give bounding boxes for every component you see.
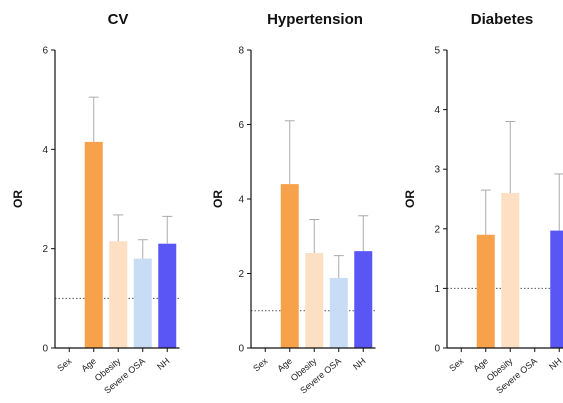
y-tick-label: 3 — [434, 165, 440, 176]
x-tick-label: Age — [471, 356, 490, 374]
y-tick-label: 0 — [42, 344, 48, 355]
bar-obesity — [501, 193, 520, 348]
bar-age — [84, 141, 103, 348]
x-tick-label: Sex — [251, 356, 270, 374]
y-axis-label: OR — [403, 190, 417, 208]
y-tick-label: 1 — [434, 284, 440, 295]
y-axis-label: OR — [11, 190, 25, 208]
y-tick-label: 2 — [42, 244, 48, 255]
x-tick-label: Sex — [55, 356, 74, 374]
x-tick-label: Sex — [447, 356, 466, 374]
x-tick-label: NH — [351, 356, 367, 372]
x-tick-label: Age — [275, 356, 294, 374]
y-tick-label: 8 — [238, 46, 244, 57]
y-tick-label: 4 — [238, 195, 244, 206]
bar-age — [280, 184, 299, 348]
x-tick-label: NH — [155, 356, 171, 372]
y-tick-label: 2 — [238, 269, 244, 280]
bar-nh — [158, 243, 177, 348]
x-tick-label: NH — [547, 356, 563, 372]
y-axis-label: OR — [211, 190, 225, 208]
bar-nh — [354, 251, 373, 348]
bar-severe-osa — [133, 258, 152, 348]
bar-obesity — [305, 253, 324, 348]
chart-title: Diabetes — [471, 11, 534, 28]
y-tick-label: 4 — [42, 145, 48, 156]
bar-obesity — [109, 241, 128, 348]
x-tick-label: Age — [79, 356, 98, 374]
chart-title: CV — [108, 11, 129, 28]
y-tick-label: 6 — [42, 46, 48, 57]
bar-severe-osa — [329, 277, 348, 348]
y-tick-label: 2 — [434, 224, 440, 235]
y-tick-label: 0 — [434, 344, 440, 355]
chart-title: Hypertension — [267, 11, 363, 28]
bar-age — [476, 234, 495, 348]
y-tick-label: 5 — [434, 46, 440, 57]
y-tick-label: 4 — [434, 105, 440, 116]
y-tick-label: 6 — [238, 120, 244, 131]
bar-nh — [550, 230, 563, 348]
y-tick-label: 0 — [238, 344, 244, 355]
